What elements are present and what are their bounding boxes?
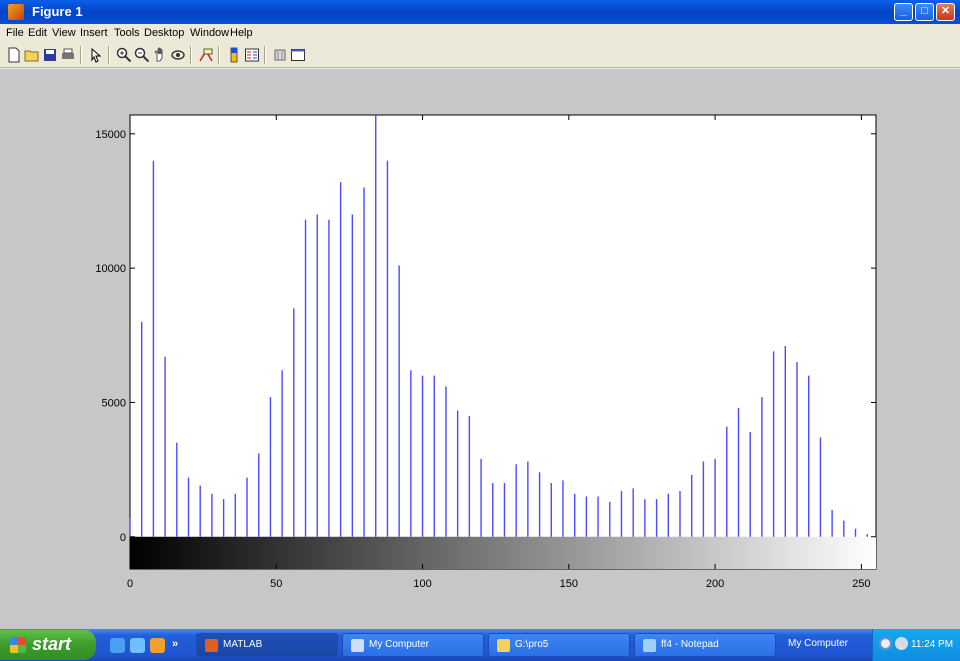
taskbar-item-label: ff4 - Notepad [661,639,719,650]
clock: 11:24 PM [911,639,954,650]
toolbar-separator [190,46,192,64]
menu-bar: File Edit View Insert Tools Desktop Wind… [0,24,960,42]
toolbar-separator [80,46,82,64]
y-tick-label: 15000 [95,129,126,141]
histogram-plot[interactable]: 0 50 100 150 200 250 0 5000 10000 15000 [0,69,960,629]
y-tick-label: 0 [120,532,126,544]
grayscale-colorbar [130,536,876,569]
insert-colorbar-icon[interactable] [226,47,242,63]
hide-plot-tools-icon[interactable] [272,47,288,63]
x-tick-label: 200 [706,578,724,590]
new-figure-icon[interactable] [6,47,22,63]
title-bar: Figure 1 _ □ ✕ [0,0,960,24]
taskbar-item-notepad[interactable]: ff4 - Notepad [634,633,776,657]
taskbar-item-label: MATLAB [223,639,263,650]
taskbar-item-label: My Computer [369,639,430,650]
show-plot-tools-icon[interactable] [290,47,306,63]
menu-tools[interactable]: Tools [114,27,140,39]
y-tick-label: 5000 [102,397,126,409]
tray-icon[interactable] [895,637,908,650]
media-quicklaunch-icon[interactable] [150,638,165,653]
taskbar-item-label: G:\pro5 [515,639,549,650]
window-title: Figure 1 [32,4,83,19]
figure-toolbar [0,42,960,68]
x-tick-label: 0 [127,578,133,590]
start-button[interactable]: start [0,630,96,660]
x-tick-label: 100 [413,578,431,590]
edit-plot-icon[interactable] [88,47,104,63]
menu-window[interactable]: Window [190,27,230,39]
toolbar-separator [218,46,220,64]
zoom-in-icon[interactable] [116,47,132,63]
menu-file[interactable]: File [6,27,24,39]
taskbar-item-matlab[interactable]: MATLAB [196,633,338,657]
grayscale-band [130,536,876,569]
histogram-bars [129,115,868,537]
start-label: start [32,634,72,654]
open-file-icon[interactable] [24,47,40,63]
axis-ticks: 0 50 100 150 200 250 0 5000 10000 15000 [95,115,876,590]
x-tick-label: 50 [270,578,282,590]
matlab-icon [205,639,218,652]
axes-background [129,114,877,570]
tray-icon[interactable] [879,637,892,650]
folder-icon [497,639,510,652]
save-icon[interactable] [42,47,58,63]
taskbar-item-folder[interactable]: G:\pro5 [488,633,630,657]
matlab-figure-icon[interactable] [8,4,24,20]
windows-logo-icon [10,637,26,653]
zoom-out-icon[interactable] [134,47,150,63]
ie-quicklaunch-icon[interactable] [110,638,125,653]
desktop-quicklaunch-icon[interactable] [130,638,145,653]
minimize-button[interactable]: _ [894,3,913,21]
pan-icon[interactable] [152,47,168,63]
chevron-right-icon[interactable]: » [172,638,179,650]
menu-edit[interactable]: Edit [28,27,47,39]
system-tray: 11:24 PM [872,629,960,661]
taskbar-item-my-computer-toolbar[interactable]: My Computer [780,633,868,657]
menu-help[interactable]: Help [230,27,253,39]
menu-insert[interactable]: Insert [80,27,108,39]
toolbar-separator [264,46,266,64]
menu-desktop[interactable]: Desktop [144,27,185,39]
toolbar-separator [108,46,110,64]
rotate-3d-icon[interactable] [170,47,186,63]
taskbar: start » MATLAB My Computer G:\pro5 ff4 -… [0,629,960,661]
x-tick-label: 250 [852,578,870,590]
taskbar-item-my-computer[interactable]: My Computer [342,633,484,657]
computer-icon [351,639,364,652]
menu-view[interactable]: View [52,27,76,39]
y-tick-label: 10000 [95,263,126,275]
figure-canvas[interactable]: 0 50 100 150 200 250 0 5000 10000 15000 [0,69,960,629]
taskbar-item-label: My Computer [788,638,849,649]
print-icon[interactable] [60,47,76,63]
maximize-button[interactable]: □ [915,3,934,21]
x-tick-label: 150 [560,578,578,590]
notepad-icon [643,639,656,652]
close-button[interactable]: ✕ [936,3,955,21]
insert-legend-icon[interactable] [244,47,260,63]
data-cursor-icon[interactable] [198,47,214,63]
